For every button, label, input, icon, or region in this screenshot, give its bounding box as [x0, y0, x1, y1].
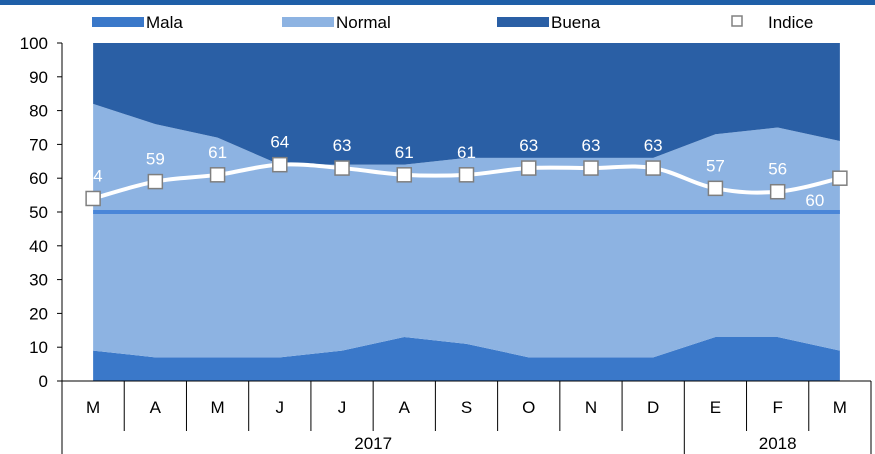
legend-swatch-normal — [282, 17, 334, 27]
x-tick-label: O — [522, 398, 535, 417]
y-tick-label: 60 — [29, 169, 48, 188]
index-marker — [147, 173, 164, 190]
y-tick-label: 100 — [20, 34, 48, 53]
area-mala — [93, 337, 840, 381]
index-marker — [769, 183, 786, 200]
index-data-label: 59 — [146, 150, 165, 169]
legend-label-indice: Indice — [768, 13, 813, 32]
legend-label-normal: Normal — [336, 13, 391, 32]
x-tick-label: M — [210, 398, 224, 417]
index-data-label: 61 — [395, 143, 414, 162]
x-tick-label: F — [772, 398, 782, 417]
y-tick-label: 80 — [29, 102, 48, 121]
index-marker — [520, 160, 537, 176]
x-tick-label: J — [276, 398, 285, 417]
x-tick-label: A — [150, 398, 162, 417]
index-data-label: 63 — [519, 136, 538, 155]
index-marker — [334, 160, 350, 176]
legend: Mala Normal Buena Indice — [92, 13, 813, 32]
y-tick-label: 50 — [29, 203, 48, 222]
y-tick-label: 10 — [29, 338, 48, 357]
index-data-label: 61 — [457, 143, 476, 162]
index-marker — [85, 190, 101, 207]
legend-label-mala: Mala — [146, 13, 183, 32]
y-tick-label: 90 — [29, 68, 48, 87]
x-tick-label: M — [86, 398, 100, 417]
area-buena — [93, 43, 840, 165]
index-marker — [396, 167, 413, 183]
index-data-label: 54 — [84, 166, 103, 185]
index-line-group: 54 59 61 64 63 61 61 63 63 63 57 56 60 — [84, 133, 848, 210]
index-marker — [209, 167, 226, 183]
index-data-label: 56 — [768, 160, 787, 179]
y-tick-label: 0 — [39, 372, 48, 391]
index-marker — [458, 167, 475, 183]
index-marker — [272, 156, 288, 173]
y-tick-label: 20 — [29, 304, 48, 323]
x-year-label: 2017 — [354, 434, 392, 453]
y-tick-label: 70 — [29, 135, 48, 154]
index-marker — [583, 160, 599, 176]
index-marker — [645, 160, 661, 176]
x-tick-label: N — [585, 398, 597, 417]
x-tick-label: J — [338, 398, 347, 417]
legend-marker-indice — [731, 15, 743, 27]
legend-swatch-buena — [497, 17, 549, 27]
index-marker — [832, 170, 848, 186]
x-tick-label: E — [710, 398, 721, 417]
x-axis: M A M J J A S O N D E F M 2017 2018 — [61, 380, 872, 454]
y-tick-label: 40 — [29, 237, 48, 256]
index-data-label: 63 — [644, 136, 663, 155]
index-data-label: 57 — [706, 156, 725, 175]
x-tick-label: M — [833, 398, 847, 417]
top-bar — [0, 0, 875, 5]
x-tick-label: S — [461, 398, 472, 417]
y-axis: 0 10 20 30 40 50 60 70 80 90 100 — [20, 34, 63, 391]
y-tick-label: 30 — [29, 271, 48, 290]
index-data-label: 63 — [333, 136, 352, 155]
x-tick-label: A — [399, 398, 411, 417]
legend-swatch-mala — [92, 17, 144, 27]
x-tick-label: D — [647, 398, 659, 417]
index-data-label: 63 — [582, 136, 601, 155]
x-year-label: 2018 — [759, 434, 797, 453]
index-marker — [707, 180, 724, 197]
index-data-label: 61 — [208, 143, 227, 162]
legend-label-buena: Buena — [551, 13, 601, 32]
index-data-label: 60 — [805, 191, 824, 210]
index-data-label: 64 — [270, 133, 289, 152]
